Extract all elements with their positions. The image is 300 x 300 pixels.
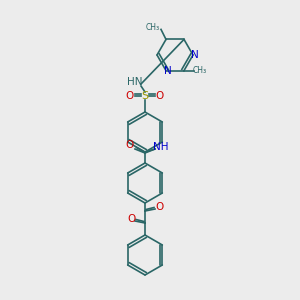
Text: CH₃: CH₃ — [193, 66, 207, 75]
Text: S: S — [141, 91, 148, 101]
Text: CH₃: CH₃ — [146, 23, 160, 32]
Text: O: O — [155, 202, 163, 212]
Text: N: N — [164, 66, 172, 76]
Text: O: O — [127, 214, 135, 224]
Text: O: O — [126, 140, 134, 150]
Text: O: O — [156, 91, 164, 101]
Text: O: O — [126, 91, 134, 101]
Text: N: N — [191, 50, 199, 60]
Text: HN: HN — [127, 77, 143, 87]
Text: NH: NH — [153, 142, 169, 152]
